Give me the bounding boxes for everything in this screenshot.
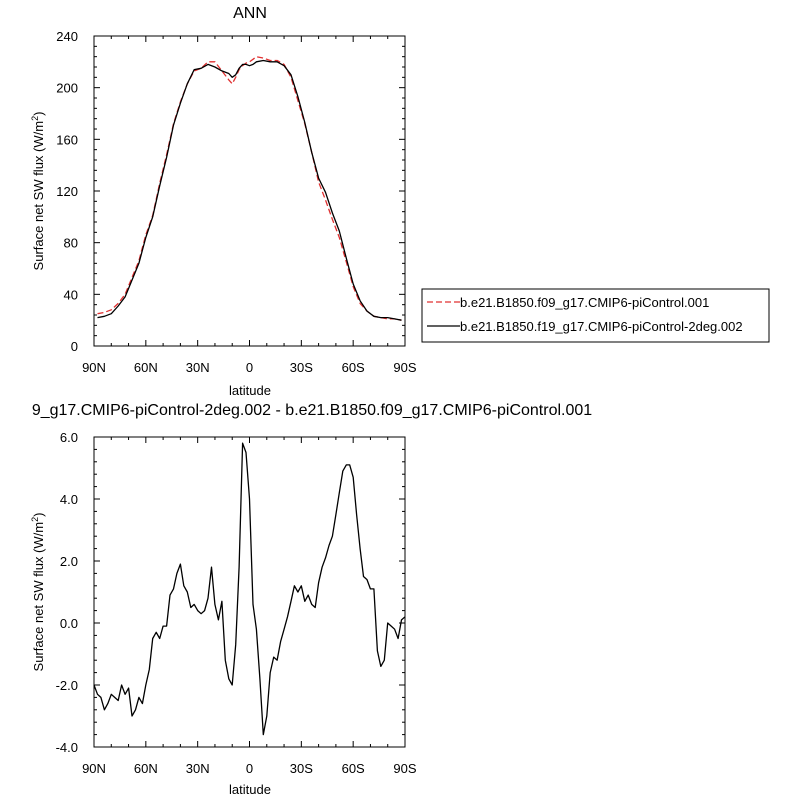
bottom-chart-y-axis-label-main: Surface net SW flux (W/m: [31, 522, 46, 672]
bottom-chart: 9_g17.CMIP6-piControl-2deg.002 - b.e21.B…: [30, 402, 592, 797]
bottom-chart-y-tick-label: 4.0: [60, 492, 78, 507]
bottom-chart-y-axis-label-close: ): [31, 513, 46, 517]
top-chart-y-tick-label: 120: [56, 184, 78, 199]
bottom-chart-x-tick-label: 90S: [393, 761, 416, 776]
legend-label-series-2: b.e21.B1850.f19_g17.CMIP6-piControl-2deg…: [460, 319, 743, 334]
top-chart-series: [97, 56, 402, 321]
bottom-chart-y-axis-label: Surface net SW flux (W/m2): [30, 513, 46, 672]
top-chart-y-axis-label: Surface net SW flux (W/m2): [30, 112, 46, 271]
top-chart-axes: 90N 60N 30N 0 30S 60S 90S 0 40 80 120 160 200 240: [56, 29, 417, 375]
top-chart-y-axis-label-close: ): [31, 112, 46, 116]
top-chart-title: ANN: [233, 5, 267, 22]
top-chart-series-line-1: [97, 56, 402, 321]
top-chart-y-tick-label: 40: [64, 287, 78, 302]
bottom-chart-y-tick-label: -4.0: [56, 740, 78, 755]
top-chart-y-tick-label: 200: [56, 81, 78, 96]
bottom-chart-series-line-1: [93, 442, 406, 736]
bottom-chart-x-tick-label: 90N: [82, 761, 106, 776]
top-chart-x-tick-label: 30S: [290, 360, 313, 375]
top-chart-y-axis-label-sup: 2: [30, 116, 40, 121]
bottom-chart-series: [93, 442, 406, 736]
legend: b.e21.B1850.f09_g17.CMIP6-piControl.001 …: [421, 288, 770, 343]
bottom-chart-y-axis-label-sup: 2: [30, 517, 40, 522]
bottom-chart-axes: 90N 60N 30N 0 30S 60S 90S -4.0 -2.0 0.0 2.0 4.0 6.0: [56, 430, 417, 776]
top-chart-series-line-2: [97, 59, 402, 321]
top-chart-x-tick-label: 90N: [82, 360, 106, 375]
top-chart-x-tick-label: 30N: [186, 360, 210, 375]
bottom-chart-y-tick-label: 0.0: [60, 616, 78, 631]
bottom-chart-x-tick-label: 60N: [134, 761, 158, 776]
bottom-chart-y-tick-label: 2.0: [60, 554, 78, 569]
bottom-chart-title: 9_g17.CMIP6-piControl-2deg.002 - b.e21.B…: [32, 402, 592, 419]
legend-box: [421, 288, 770, 343]
bottom-chart-x-tick-label: 30N: [186, 761, 210, 776]
top-chart-y-tick-label: 80: [64, 236, 78, 251]
bottom-chart-x-axis-label: latitude: [229, 782, 271, 797]
top-chart-y-tick-label: 240: [56, 29, 78, 44]
bottom-chart-x-tick-label: 60S: [342, 761, 365, 776]
top-chart-x-axis-label: latitude: [229, 383, 271, 398]
top-chart-x-tick-label: 60S: [342, 360, 365, 375]
top-chart-y-tick-label: 0: [71, 339, 78, 354]
top-chart: ANN 90N 60N 30N 0 30S 60S 90S 0 40 80 120 160 200 240…: [30, 5, 770, 398]
bottom-chart-y-tick-label: 6.0: [60, 430, 78, 445]
top-chart-y-tick-label: 160: [56, 132, 78, 147]
bottom-chart-y-tick-label: -2.0: [56, 678, 78, 693]
top-chart-y-axis-label-main: Surface net SW flux (W/m: [31, 121, 46, 271]
bottom-chart-x-tick-label: 0: [246, 761, 253, 776]
legend-label-series-1: b.e21.B1850.f09_g17.CMIP6-piControl.001: [460, 295, 709, 310]
bottom-chart-x-tick-label: 30S: [290, 761, 313, 776]
top-chart-x-tick-label: 90S: [393, 360, 416, 375]
top-chart-x-tick-label: 60N: [134, 360, 158, 375]
top-chart-x-tick-label: 0: [246, 360, 253, 375]
